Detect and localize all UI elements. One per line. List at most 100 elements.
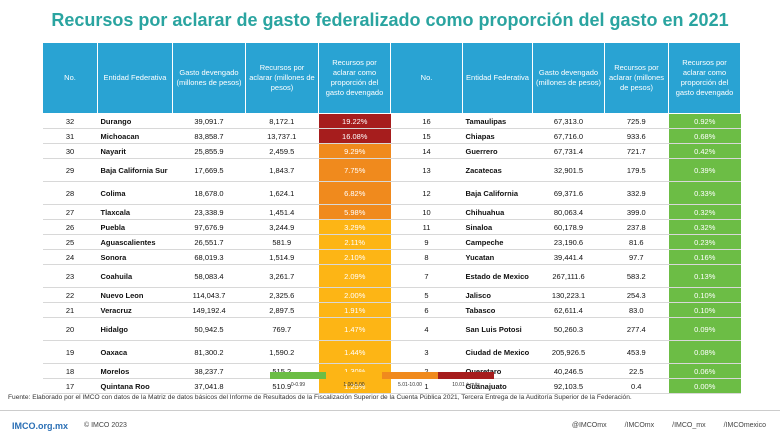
table-cell: 31 bbox=[42, 128, 98, 144]
social-handle: /IMCOmexico bbox=[723, 422, 766, 429]
proportion-cell: 7.75% bbox=[318, 158, 391, 182]
legend-label: 0-0.99 bbox=[290, 382, 306, 388]
table-cell: Tlaxcala bbox=[97, 204, 173, 220]
table-cell: 16 bbox=[390, 113, 463, 129]
table-cell: 58,083.4 bbox=[172, 264, 246, 288]
proportion-cell: 0.23% bbox=[668, 234, 741, 250]
proportion-cell: 0.32% bbox=[668, 219, 741, 235]
proportion-cell: 1.47% bbox=[318, 317, 391, 341]
table-cell: 1,590.2 bbox=[245, 340, 319, 364]
table-cell: 10 bbox=[390, 204, 463, 220]
table-row: 17 Quintana Roo 37,041.8 510.9 1.25% 1 Guanaju… bbox=[42, 378, 741, 394]
table-cell: 3 bbox=[390, 340, 463, 364]
table-row: 20 Hidalgo 50,942.5 769.7 1.47% 4 San Luis Pot… bbox=[42, 317, 741, 341]
footer: IMCO.org.mx © IMCO 2023 @IMCOmx/IMCOmx/I… bbox=[0, 410, 780, 442]
legend-swatch bbox=[270, 372, 326, 379]
proportion-cell: 0.08% bbox=[668, 340, 741, 364]
table-cell: 277.4 bbox=[604, 317, 669, 341]
table-cell: Tabasco bbox=[462, 302, 533, 318]
table-cell: 92,103.5 bbox=[532, 378, 605, 394]
proportion-cell: 5.98% bbox=[318, 204, 391, 220]
table-cell: 581.9 bbox=[245, 234, 319, 250]
table-cell: 32,901.5 bbox=[532, 158, 605, 182]
table-cell: 254.3 bbox=[604, 287, 669, 303]
table-row: 25 Aguascalientes 26,551.7 581.9 2.11% 9 Campe… bbox=[42, 234, 741, 250]
title: Recursos por aclarar de gasto federaliza… bbox=[51, 10, 729, 30]
table-cell: 50,260.3 bbox=[532, 317, 605, 341]
table-cell: 62,611.4 bbox=[532, 302, 605, 318]
table-cell: 2,325.6 bbox=[245, 287, 319, 303]
table-cell: 583.2 bbox=[604, 264, 669, 288]
column-header: Gasto devengado (millones de pesos) bbox=[532, 42, 605, 114]
table-cell: Puebla bbox=[97, 219, 173, 235]
table-cell: Oaxaca bbox=[97, 340, 173, 364]
table-cell: 18,678.0 bbox=[172, 181, 246, 205]
proportion-cell: 2.10% bbox=[318, 249, 391, 265]
site: IMCO.org.mx bbox=[12, 421, 69, 431]
table-cell: 18 bbox=[42, 363, 98, 379]
table-cell: 50,942.5 bbox=[172, 317, 246, 341]
table-cell: 67,731.4 bbox=[532, 143, 605, 159]
table-cell: 1,514.9 bbox=[245, 249, 319, 265]
table-cell: 68,019.3 bbox=[172, 249, 246, 265]
table-cell: 23,190.6 bbox=[532, 234, 605, 250]
table-cell: 2,897.5 bbox=[245, 302, 319, 318]
table-cell: 80,063.4 bbox=[532, 204, 605, 220]
proportion-cell: 0.09% bbox=[668, 317, 741, 341]
data-table: No. Entidad Federativa Gasto devengado (mi… bbox=[42, 42, 741, 394]
table-cell: Campeche bbox=[462, 234, 533, 250]
proportion-cell: 0.10% bbox=[668, 302, 741, 318]
table-cell: Morelos bbox=[97, 363, 173, 379]
table-cell: Nuevo Leon bbox=[97, 287, 173, 303]
table-cell: 23 bbox=[42, 264, 98, 288]
table-cell: Sinaloa bbox=[462, 219, 533, 235]
social-handle: /IMCO_mx bbox=[672, 422, 706, 429]
table-cell: Chihuahua bbox=[462, 204, 533, 220]
table-row: 23 Coahuila 58,083.4 3,261.7 2.09% 7 Estado de… bbox=[42, 264, 741, 288]
column-header: Entidad Federativa bbox=[462, 42, 533, 114]
proportion-cell: 2.00% bbox=[318, 287, 391, 303]
table-cell: Guanajuato bbox=[462, 378, 533, 394]
table-cell: Coahuila bbox=[97, 264, 173, 288]
table-cell: 2,459.5 bbox=[245, 143, 319, 159]
table-cell: 3,261.7 bbox=[245, 264, 319, 288]
table-cell: 19 bbox=[42, 340, 98, 364]
table-cell: 114,043.7 bbox=[172, 287, 246, 303]
column-header: Recursos por aclarar como proporción del… bbox=[318, 42, 391, 114]
source: Fuente: Elaborado por el IMCO con datos … bbox=[8, 394, 632, 401]
proportion-cell: 19.22% bbox=[318, 113, 391, 129]
table-cell: Jalisco bbox=[462, 287, 533, 303]
legend-item: 1.00-5.00 bbox=[326, 372, 382, 388]
table-cell: 21 bbox=[42, 302, 98, 318]
table-cell: 14 bbox=[390, 143, 463, 159]
table-cell: Guerrero bbox=[462, 143, 533, 159]
social-handle: /IMCOmx bbox=[624, 422, 655, 429]
table-cell: 26,551.7 bbox=[172, 234, 246, 250]
table-cell: 60,178.9 bbox=[532, 219, 605, 235]
legend-item: 5.01-10.00 bbox=[382, 372, 438, 388]
proportion-cell: 1.91% bbox=[318, 302, 391, 318]
table-cell: 23,338.9 bbox=[172, 204, 246, 220]
table-row: 31 Michoacan 83,858.7 13,737.1 16.08% 15 Chiap… bbox=[42, 128, 741, 144]
table-cell: 1 bbox=[390, 378, 463, 394]
table-cell: 11 bbox=[390, 219, 463, 235]
table-row: 24 Sonora 68,019.3 1,514.9 2.10% 8 Yucatan 39,4… bbox=[42, 249, 741, 265]
table-cell: 205,926.5 bbox=[532, 340, 605, 364]
table-cell: 510.9 bbox=[245, 378, 319, 394]
table-cell: 25 bbox=[42, 234, 98, 250]
table-cell: 399.0 bbox=[604, 204, 669, 220]
table-cell: 67,313.0 bbox=[532, 113, 605, 129]
table-cell: 769.7 bbox=[245, 317, 319, 341]
social-handle: @IMCOmx bbox=[571, 422, 607, 429]
proportion-cell: 16.08% bbox=[318, 128, 391, 144]
table-cell: Yucatan bbox=[462, 249, 533, 265]
table-cell: 20 bbox=[42, 317, 98, 341]
table-cell: 26 bbox=[42, 219, 98, 235]
table-cell: 1,451.4 bbox=[245, 204, 319, 220]
table-cell: 933.6 bbox=[604, 128, 669, 144]
table-cell: 267,111.6 bbox=[532, 264, 605, 288]
column-header: No. bbox=[390, 42, 463, 114]
proportion-cell: 3.29% bbox=[318, 219, 391, 235]
table-cell: 25,855.9 bbox=[172, 143, 246, 159]
